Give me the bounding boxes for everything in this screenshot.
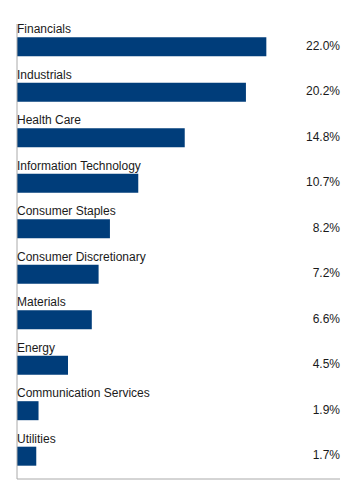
svg-text:6.6%: 6.6% [313,312,341,326]
svg-text:Financials: Financials [17,22,71,36]
svg-text:Utilities: Utilities [17,432,56,446]
svg-text:Health Care: Health Care [17,113,81,127]
svg-text:Consumer Discretionary: Consumer Discretionary [17,250,146,264]
svg-text:20.2%: 20.2% [306,84,340,98]
svg-text:14.8%: 14.8% [306,130,340,144]
svg-text:7.2%: 7.2% [313,266,341,280]
svg-text:1.9%: 1.9% [313,403,341,417]
svg-text:Information Technology: Information Technology [17,159,141,173]
svg-text:Materials: Materials [17,295,66,309]
svg-text:8.2%: 8.2% [313,221,341,235]
svg-text:1.7%: 1.7% [313,448,341,462]
svg-text:4.5%: 4.5% [313,357,341,371]
svg-text:Consumer Staples: Consumer Staples [17,204,116,218]
svg-text:10.7%: 10.7% [306,175,340,189]
svg-text:Industrials: Industrials [17,68,72,82]
svg-text:Communication Services: Communication Services [17,386,150,400]
svg-text:22.0%: 22.0% [306,39,340,53]
svg-text:Energy: Energy [17,341,55,355]
